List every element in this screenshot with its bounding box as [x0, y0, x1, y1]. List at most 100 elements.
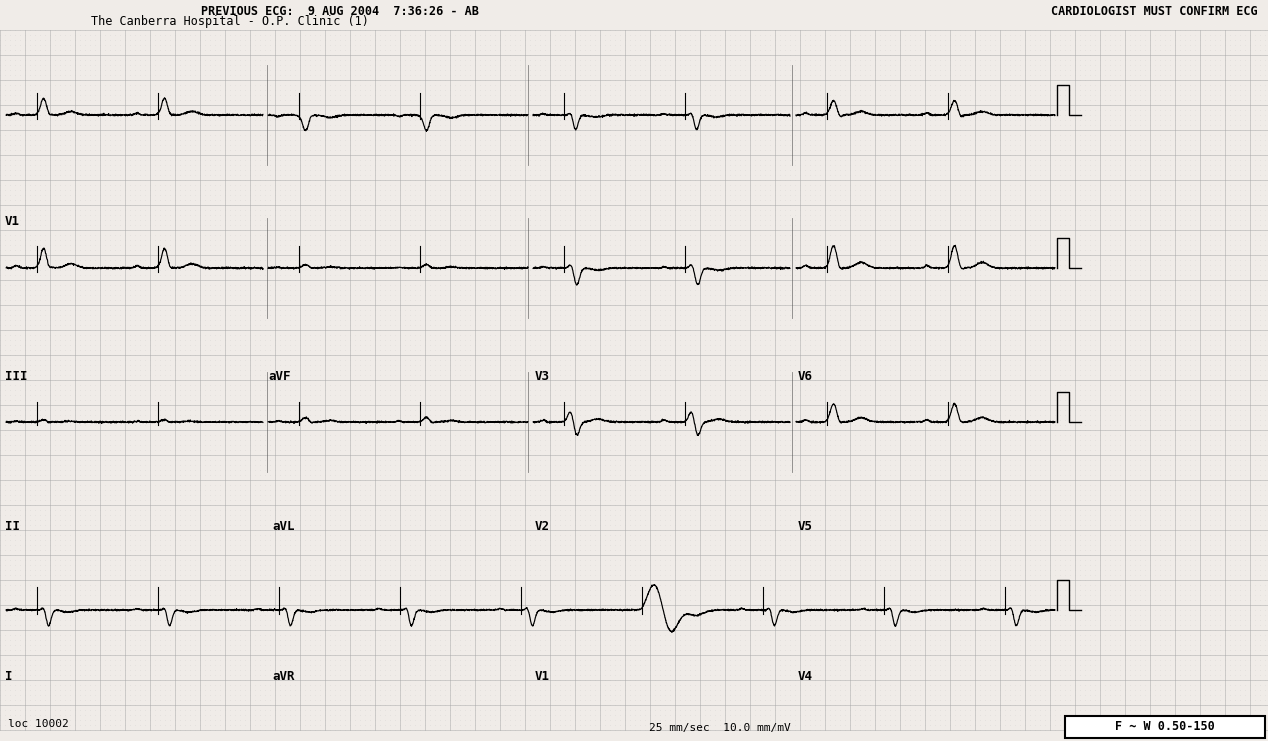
Point	[950, 429, 970, 441]
Point	[345, 714, 365, 726]
Point	[885, 269, 905, 281]
Point	[445, 359, 465, 371]
Point	[110, 324, 131, 336]
Point	[1120, 289, 1140, 301]
Point	[30, 489, 51, 501]
Point	[924, 489, 945, 501]
Point	[314, 224, 335, 236]
Point	[404, 59, 425, 71]
Point	[540, 684, 560, 696]
Point	[990, 149, 1011, 161]
Point	[985, 334, 1006, 346]
Point	[1130, 29, 1150, 41]
Point	[834, 604, 855, 616]
Point	[935, 359, 955, 371]
Point	[295, 379, 316, 391]
Point	[150, 394, 170, 406]
Point	[280, 224, 301, 236]
Point	[1175, 394, 1196, 406]
Point	[110, 64, 131, 76]
Point	[805, 679, 825, 691]
Point	[1014, 709, 1035, 721]
Point	[675, 184, 695, 196]
Point	[749, 244, 770, 256]
Point	[415, 189, 435, 201]
Point	[995, 169, 1016, 181]
Point	[815, 514, 836, 526]
Point	[410, 524, 430, 536]
Point	[10, 469, 30, 481]
Point	[370, 574, 391, 586]
Point	[620, 99, 640, 111]
Point	[555, 494, 576, 506]
Point	[420, 424, 440, 436]
Point	[1150, 164, 1170, 176]
Point	[460, 714, 481, 726]
Point	[730, 409, 751, 421]
Point	[399, 354, 420, 366]
Point	[635, 659, 656, 671]
Point	[380, 614, 401, 626]
Point	[1115, 669, 1135, 681]
Point	[139, 484, 160, 496]
Point	[394, 514, 415, 526]
Point	[1200, 254, 1220, 266]
Point	[905, 189, 926, 201]
Point	[479, 224, 500, 236]
Point	[70, 624, 90, 636]
Point	[850, 474, 870, 486]
Point	[134, 329, 155, 341]
Point	[725, 634, 746, 646]
Point	[525, 284, 545, 296]
Point	[44, 639, 65, 651]
Point	[129, 619, 150, 631]
Point	[25, 459, 46, 471]
Point	[205, 24, 226, 36]
Point	[1104, 354, 1125, 366]
Point	[510, 194, 530, 206]
Point	[470, 659, 491, 671]
Point	[304, 444, 325, 456]
Point	[749, 514, 770, 526]
Point	[360, 289, 380, 301]
Point	[839, 359, 860, 371]
Point	[309, 279, 330, 291]
Point	[1200, 674, 1220, 686]
Point	[890, 114, 910, 126]
Point	[1230, 409, 1250, 421]
Point	[15, 139, 36, 151]
Point	[460, 174, 481, 186]
Point	[919, 694, 940, 706]
Point	[590, 504, 610, 516]
Point	[275, 374, 295, 386]
Point	[985, 174, 1006, 186]
Point	[685, 249, 705, 261]
Point	[525, 339, 545, 351]
Point	[760, 29, 780, 41]
Point	[170, 249, 190, 261]
Point	[39, 484, 60, 496]
Point	[785, 474, 805, 486]
Point	[5, 54, 25, 66]
Point	[825, 519, 846, 531]
Point	[749, 239, 770, 251]
Point	[115, 89, 136, 101]
Point	[579, 509, 600, 521]
Point	[995, 559, 1016, 571]
Point	[375, 579, 396, 591]
Point	[950, 624, 970, 636]
Point	[590, 384, 610, 396]
Point	[855, 44, 875, 56]
Point	[165, 539, 185, 551]
Point	[1200, 319, 1220, 331]
Point	[770, 494, 790, 506]
Point	[700, 414, 720, 426]
Point	[855, 464, 875, 476]
Point	[935, 119, 955, 131]
Point	[139, 554, 160, 566]
Point	[85, 269, 105, 281]
Point	[659, 299, 680, 311]
Point	[725, 554, 746, 566]
Point	[1055, 364, 1075, 376]
Point	[430, 44, 450, 56]
